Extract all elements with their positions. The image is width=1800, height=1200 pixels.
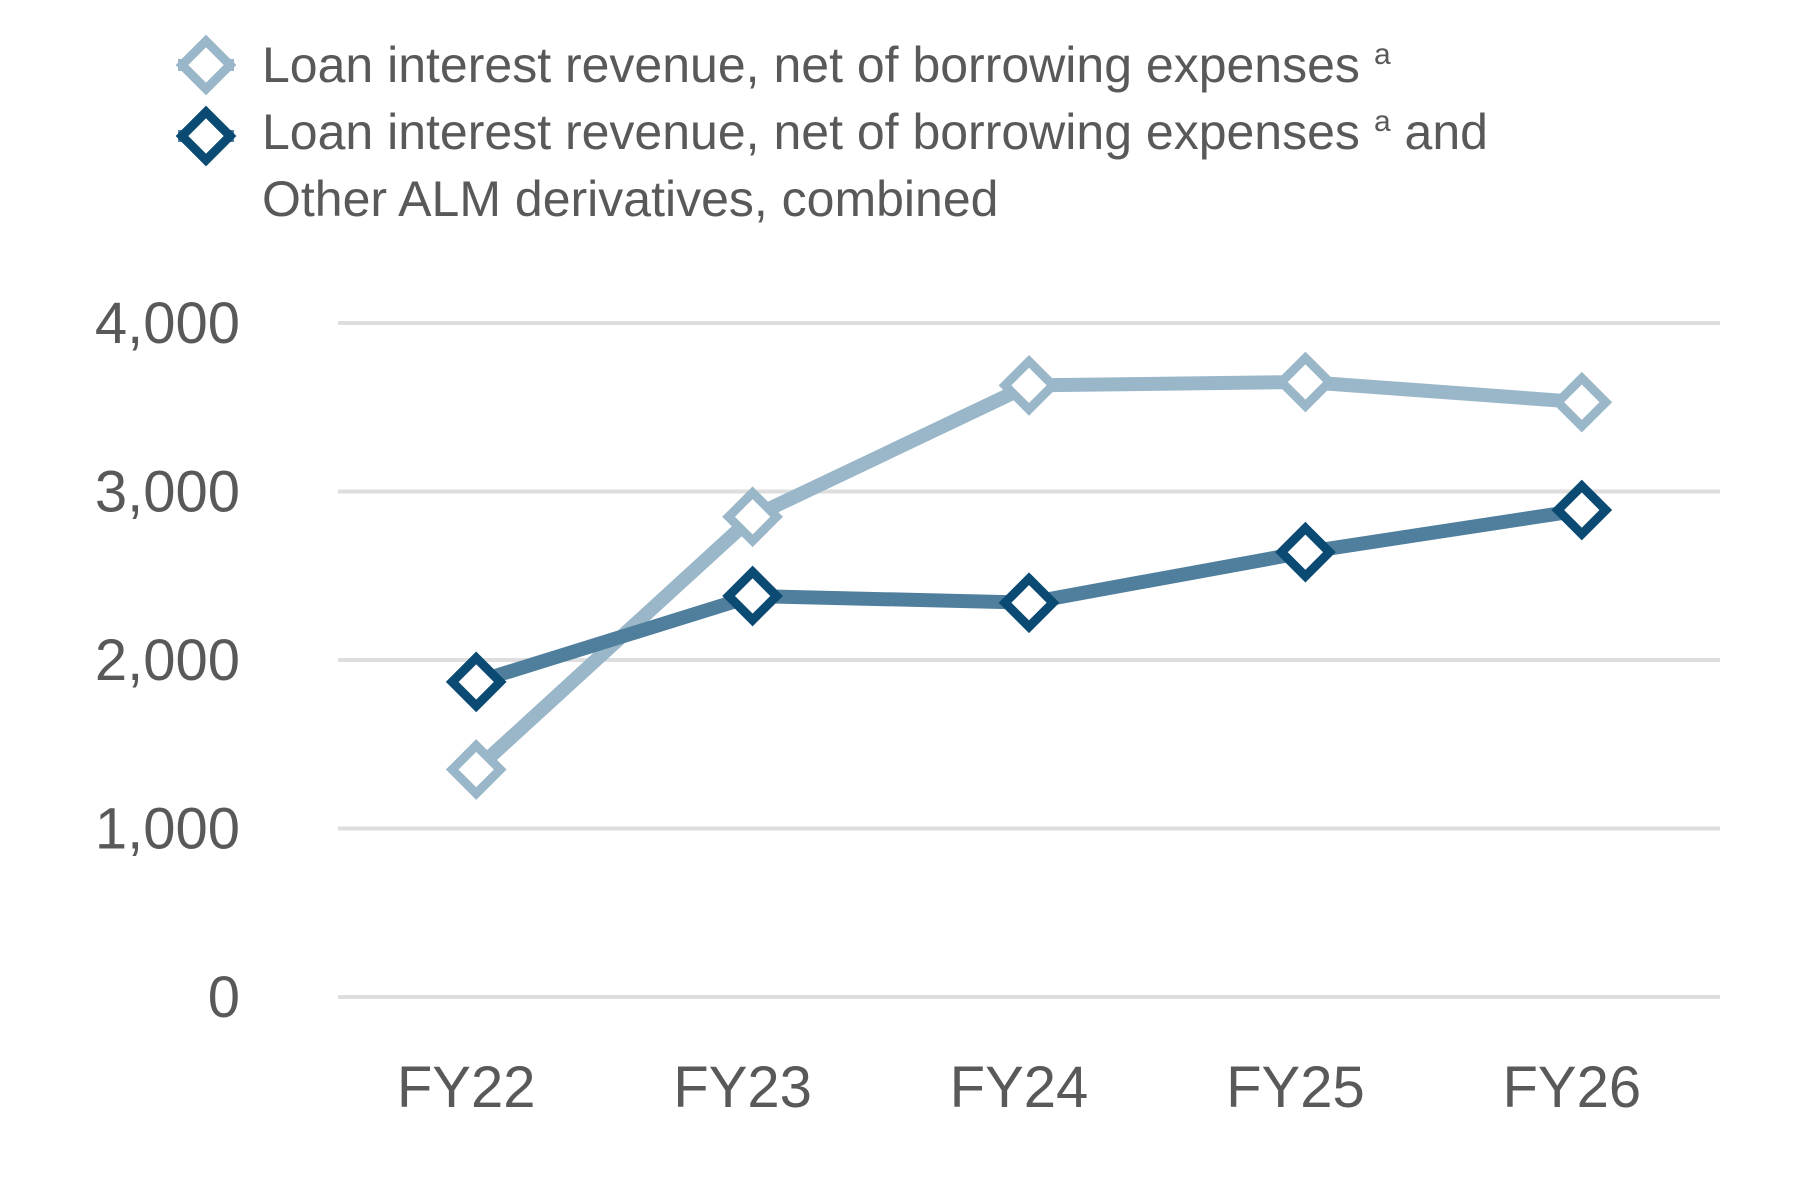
legend-label-series-2-line2: Other ALM derivatives, combined (262, 171, 998, 227)
series-layer (445, 351, 1613, 800)
data-point (445, 739, 507, 800)
legend-marker-series-2 (175, 105, 237, 167)
y-axis-ticks: 0 1,000 2,000 3,000 4,000 (95, 291, 240, 1030)
legend: Loan interest revenue, net of borrowing … (175, 34, 1488, 227)
y-tick-label: 3,000 (95, 460, 240, 525)
data-point (445, 651, 507, 713)
x-tick-label: FY22 (397, 1055, 536, 1120)
x-tick-label: FY23 (673, 1055, 812, 1120)
legend-marker-series-1 (175, 34, 237, 96)
legend-label-series-1: Loan interest revenue, net of borrowing … (262, 37, 1391, 93)
data-point (1551, 479, 1613, 541)
x-tick-label: FY25 (1226, 1055, 1365, 1120)
x-tick-label: FY26 (1502, 1055, 1641, 1120)
x-tick-label: FY24 (950, 1055, 1089, 1120)
y-tick-label: 2,000 (95, 628, 240, 693)
legend-entry-series-2: Loan interest revenue, net of borrowing … (175, 104, 1488, 227)
series-2 (445, 479, 1613, 713)
data-point (1275, 351, 1336, 413)
data-point (722, 486, 783, 548)
legend-label-series-2: Loan interest revenue, net of borrowing … (262, 104, 1488, 160)
series-1 (445, 351, 1613, 800)
y-tick-label: 4,000 (95, 291, 240, 356)
data-point (1275, 521, 1336, 583)
data-point (722, 565, 783, 627)
x-axis-ticks: FY22 FY23 FY24 FY25 FY26 (397, 1055, 1641, 1120)
data-point (998, 354, 1060, 416)
data-point (998, 572, 1060, 634)
y-tick-label: 0 (208, 965, 240, 1030)
legend-entry-series-1: Loan interest revenue, net of borrowing … (175, 34, 1391, 96)
data-point (1551, 371, 1613, 433)
y-tick-label: 1,000 (95, 797, 240, 862)
